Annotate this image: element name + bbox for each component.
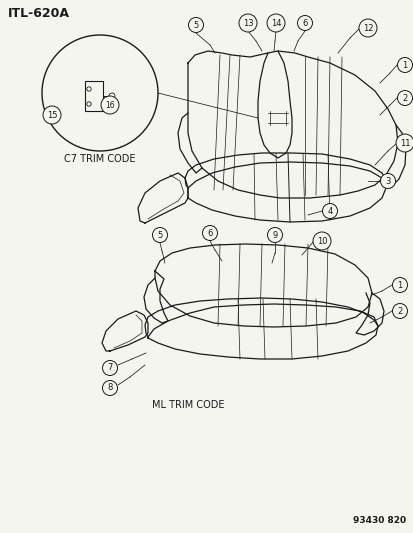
Text: 93430 820: 93430 820 <box>352 516 405 525</box>
Circle shape <box>396 91 411 106</box>
Text: 15: 15 <box>47 110 57 119</box>
Text: 1: 1 <box>401 61 407 69</box>
Text: 10: 10 <box>316 237 326 246</box>
Text: 16: 16 <box>105 101 114 109</box>
Circle shape <box>102 381 117 395</box>
Text: 2: 2 <box>401 93 407 102</box>
Circle shape <box>266 14 284 32</box>
Circle shape <box>322 204 337 219</box>
Circle shape <box>358 19 376 37</box>
Text: 6: 6 <box>301 19 307 28</box>
Text: 2: 2 <box>396 306 402 316</box>
Text: 5: 5 <box>193 20 198 29</box>
Circle shape <box>102 360 117 376</box>
Circle shape <box>396 58 411 72</box>
Text: 3: 3 <box>385 176 390 185</box>
Circle shape <box>312 232 330 250</box>
Text: 11: 11 <box>399 139 409 148</box>
Circle shape <box>267 228 282 243</box>
Circle shape <box>42 35 158 151</box>
Text: 7: 7 <box>107 364 112 373</box>
Text: 9: 9 <box>272 230 277 239</box>
Circle shape <box>43 106 61 124</box>
Text: 14: 14 <box>270 19 280 28</box>
Circle shape <box>380 174 394 189</box>
Circle shape <box>392 278 406 293</box>
Circle shape <box>297 15 312 30</box>
Text: 12: 12 <box>362 23 373 33</box>
Circle shape <box>395 134 413 152</box>
Circle shape <box>188 18 203 33</box>
Circle shape <box>202 225 217 240</box>
Circle shape <box>152 228 167 243</box>
Text: 5: 5 <box>157 230 162 239</box>
Text: 1: 1 <box>396 280 402 289</box>
Circle shape <box>238 14 256 32</box>
Text: C7 TRIM CODE: C7 TRIM CODE <box>64 154 135 164</box>
Text: ML TRIM CODE: ML TRIM CODE <box>152 400 224 410</box>
Bar <box>85 81 103 111</box>
Text: 8: 8 <box>107 384 112 392</box>
Text: 13: 13 <box>242 19 253 28</box>
Text: ITL-620A: ITL-620A <box>8 7 70 20</box>
Text: 6: 6 <box>207 229 212 238</box>
Circle shape <box>101 96 119 114</box>
Text: 4: 4 <box>327 206 332 215</box>
Circle shape <box>392 303 406 319</box>
